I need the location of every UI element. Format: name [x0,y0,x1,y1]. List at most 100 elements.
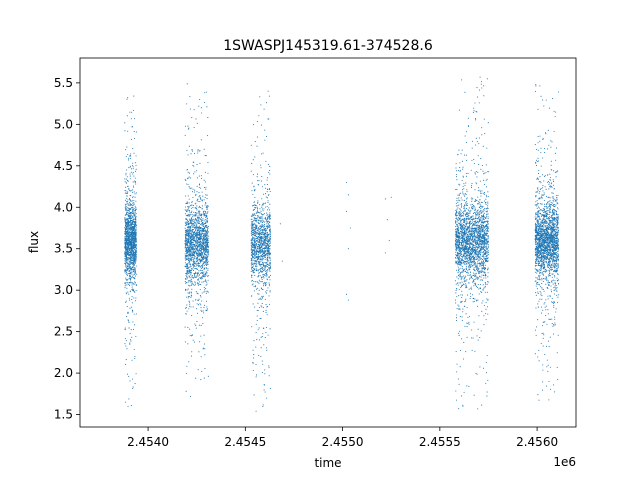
data-point [202,276,204,278]
data-point [456,208,458,210]
data-point [251,249,253,251]
data-point [184,240,186,242]
data-point [258,220,260,222]
data-point [205,267,208,269]
data-point [187,195,189,197]
data-point [201,251,203,253]
data-point [250,258,252,260]
data-point [266,251,268,253]
data-point [268,276,270,278]
data-point [458,197,460,199]
data-point [254,241,256,243]
data-point [270,231,272,233]
data-point [267,287,269,289]
data-point [262,235,264,237]
data-point [478,164,480,166]
data-point [197,259,199,262]
data-point [134,272,136,274]
data-point [465,298,467,300]
data-point [134,268,136,270]
data-point [126,261,128,263]
data-point [267,244,269,246]
data-point [185,235,187,237]
data-point [131,284,133,286]
data-point [188,215,190,217]
data-point [466,203,468,205]
data-point [129,173,131,175]
data-point [131,299,133,301]
data-point [198,210,200,212]
data-point [258,251,260,253]
data-point [475,199,477,201]
data-point [196,177,198,179]
data-point [455,269,458,271]
data-point [198,351,200,353]
data-point [264,184,266,186]
data-point [261,198,263,200]
data-point [185,288,187,290]
data-point [254,232,256,234]
data-point [268,282,270,284]
data-point [263,221,266,223]
data-point [134,118,136,120]
data-point [190,258,192,260]
data-point [263,242,265,244]
data-point [124,236,126,238]
data-point [132,235,134,237]
data-point [132,274,134,276]
data-point [200,207,202,209]
data-point [204,229,206,231]
data-point [127,243,129,245]
data-point [127,259,129,261]
data-point [484,183,486,186]
data-point [129,224,131,226]
data-point [467,270,469,272]
data-point [266,306,268,308]
data-point [472,140,474,142]
data-point [130,267,133,269]
data-point [202,259,205,261]
data-point [458,263,460,265]
data-point [203,210,205,212]
data-point [264,337,266,339]
data-point [189,256,191,258]
data-point [268,285,270,287]
data-point [259,236,261,238]
data-point [132,206,134,208]
data-point [262,240,264,243]
data-point [204,223,206,225]
data-point [188,186,190,188]
data-point [259,318,261,320]
data-point [131,251,133,253]
data-point [189,95,191,98]
data-point [132,225,134,227]
data-point [204,204,206,206]
data-point [258,298,260,300]
data-point [480,330,482,332]
data-point [263,249,266,251]
data-point [256,240,258,242]
data-point [207,162,209,164]
data-point [188,308,190,310]
data-point [188,172,190,174]
data-point [134,254,136,256]
data-point [263,277,265,279]
data-point [132,148,134,150]
data-point [198,254,200,256]
data-point [124,241,126,243]
data-point [185,264,187,266]
data-point [203,271,205,273]
data-point [197,304,200,306]
data-point [204,367,206,370]
data-point [257,212,259,214]
data-point [125,239,127,241]
data-point [193,262,195,264]
data-point [200,278,202,280]
data-point [206,221,208,223]
data-point [126,232,128,234]
data-point [268,365,270,367]
data-point [205,244,207,246]
data-point [269,218,271,220]
data-point [188,206,190,208]
data-point [189,255,191,257]
